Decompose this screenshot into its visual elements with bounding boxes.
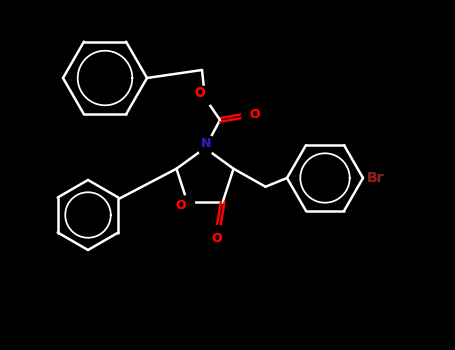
- Text: O: O: [211, 232, 222, 245]
- Text: O: O: [211, 232, 222, 245]
- Text: O: O: [195, 87, 205, 100]
- Text: O: O: [176, 199, 186, 212]
- Text: O: O: [195, 86, 205, 99]
- Text: N: N: [201, 136, 211, 149]
- Text: O: O: [249, 107, 260, 120]
- Text: N: N: [201, 137, 211, 150]
- Text: Br: Br: [367, 171, 385, 185]
- Text: O: O: [176, 199, 186, 212]
- Text: O: O: [249, 107, 260, 120]
- Text: Br: Br: [367, 171, 385, 185]
